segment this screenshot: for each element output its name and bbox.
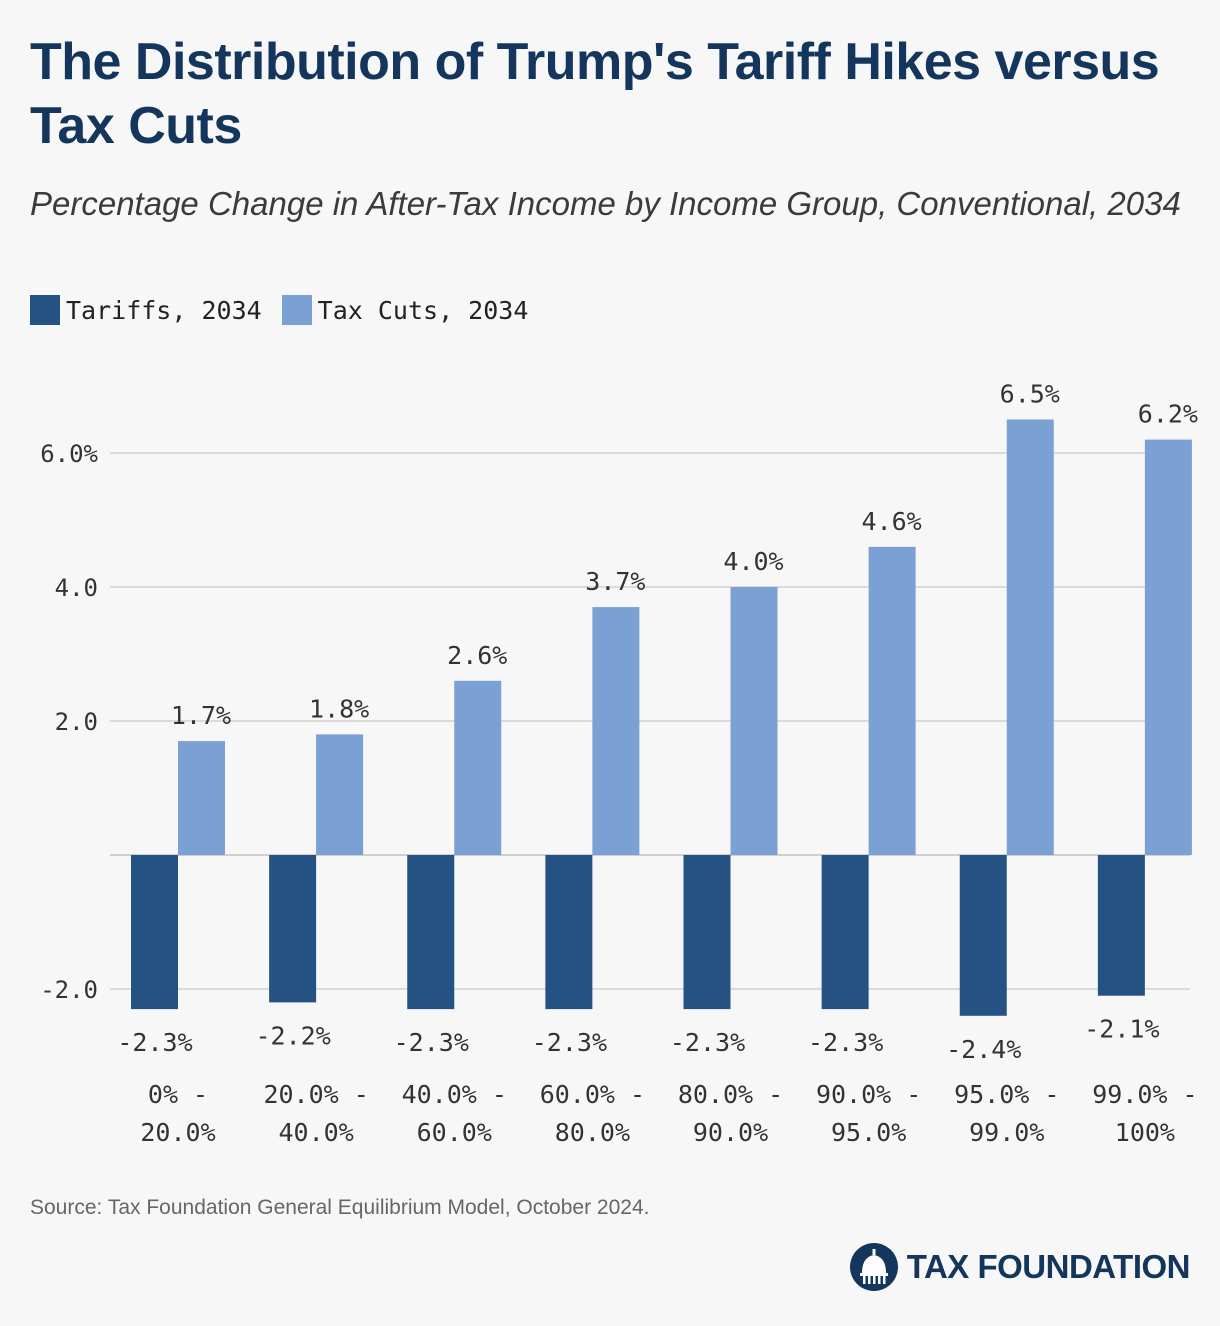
tax-cut-value-label: 4.0%	[723, 547, 783, 576]
legend-item-tariffs: Tariffs, 2034	[30, 295, 262, 325]
tariff-value-label: -2.3%	[117, 1028, 192, 1057]
y-tick-label: -2.0	[40, 976, 98, 1004]
tariff-value-label: -2.3%	[808, 1028, 883, 1057]
tax-cut-value-label: 2.6%	[447, 641, 507, 670]
tax-cut-bar	[592, 607, 640, 855]
tax-cut-bar	[730, 587, 778, 855]
tariff-value-label: -2.3%	[532, 1028, 607, 1057]
tax-cut-value-label: 6.5%	[1000, 380, 1060, 409]
x-category-label-line1: 90.0% -	[816, 1080, 921, 1109]
x-category-label-line2: 80.0%	[555, 1118, 630, 1147]
x-category-label-line2: 20.0%	[140, 1118, 215, 1147]
tariff-value-label: -2.3%	[394, 1028, 469, 1057]
x-category-label-line1: 99.0% -	[1092, 1080, 1197, 1109]
x-category-label-line2: 90.0%	[693, 1118, 768, 1147]
x-category-label-line1: 80.0% -	[678, 1080, 783, 1109]
tax-cut-bar	[454, 680, 502, 855]
tax-cut-value-label: 1.7%	[171, 701, 231, 730]
legend-item-tax-cuts: Tax Cuts, 2034	[281, 295, 529, 325]
x-category-label-line1: 95.0% -	[954, 1080, 1059, 1109]
y-tick-label: 4.0	[55, 574, 98, 602]
x-category-label-line2: 100%	[1115, 1118, 1175, 1147]
tariff-value-label: -2.3%	[670, 1028, 745, 1057]
tax-foundation-logo: TAX FOUNDATION	[849, 1242, 1191, 1292]
legend-label-tax-cuts: Tax Cuts, 2034	[317, 295, 529, 325]
x-category-label-line1: 40.0% -	[402, 1080, 507, 1109]
tax-cut-bar	[868, 546, 916, 855]
tariff-value-label: -2.4%	[946, 1035, 1021, 1064]
tariff-bar	[821, 855, 869, 1010]
x-category-label-line1: 60.0% -	[540, 1080, 645, 1109]
chart-subtitle: Percentage Change in After-Tax Income by…	[30, 185, 1181, 222]
tariff-bar	[407, 855, 455, 1010]
x-category-label-line2: 40.0%	[278, 1118, 353, 1147]
tariff-bar	[959, 855, 1007, 1016]
legend: Tariffs, 2034 Tax Cuts, 2034	[30, 292, 548, 328]
tax-cut-value-label: 6.2%	[1138, 400, 1198, 429]
chart-title: The Distribution of Trump's Tariff Hikes…	[30, 33, 1160, 155]
tax-cut-value-label: 1.8%	[309, 694, 369, 723]
x-category-label-line1: 20.0% -	[263, 1080, 368, 1109]
x-category-label-line2: 99.0%	[969, 1118, 1044, 1147]
tax-cut-value-label: 3.7%	[585, 567, 645, 596]
tariff-value-label: -2.2%	[255, 1021, 330, 1050]
y-tick-label: 2.0	[55, 708, 98, 736]
tax-cut-bar	[178, 741, 225, 855]
x-category-label-line2: 60.0%	[417, 1118, 492, 1147]
capitol-dome-icon	[849, 1243, 898, 1291]
y-tick-label: 6.0%	[40, 440, 98, 468]
tariff-bar	[1097, 855, 1145, 996]
legend-swatch-tariffs	[30, 295, 60, 325]
tariff-bar	[683, 855, 731, 1010]
logo-text: TAX FOUNDATION	[906, 1248, 1191, 1285]
tariff-bar	[269, 855, 317, 1003]
tax-cut-bar	[1006, 419, 1054, 855]
legend-label-tariffs: Tariffs, 2034	[66, 295, 262, 325]
tax-cut-bar	[316, 734, 364, 855]
tariff-value-label: -2.1%	[1084, 1015, 1159, 1044]
tax-cut-bar	[1144, 439, 1192, 855]
x-category-label-line2: 95.0%	[831, 1118, 906, 1147]
legend-swatch-tax-cuts	[281, 295, 312, 325]
x-category-label-line1: 0% -	[148, 1080, 208, 1109]
tariff-bar	[545, 855, 593, 1010]
source-note: Source: Tax Foundation General Equilibri…	[30, 1196, 650, 1219]
bar-chart: -2.0 2.0 4.0 6.0% -2.3% 1.7% 0% - 20.0% -2.2% 1.8…	[40, 380, 1198, 1148]
tax-cut-value-label: 4.6%	[862, 507, 922, 536]
tariff-bar	[131, 855, 178, 1010]
